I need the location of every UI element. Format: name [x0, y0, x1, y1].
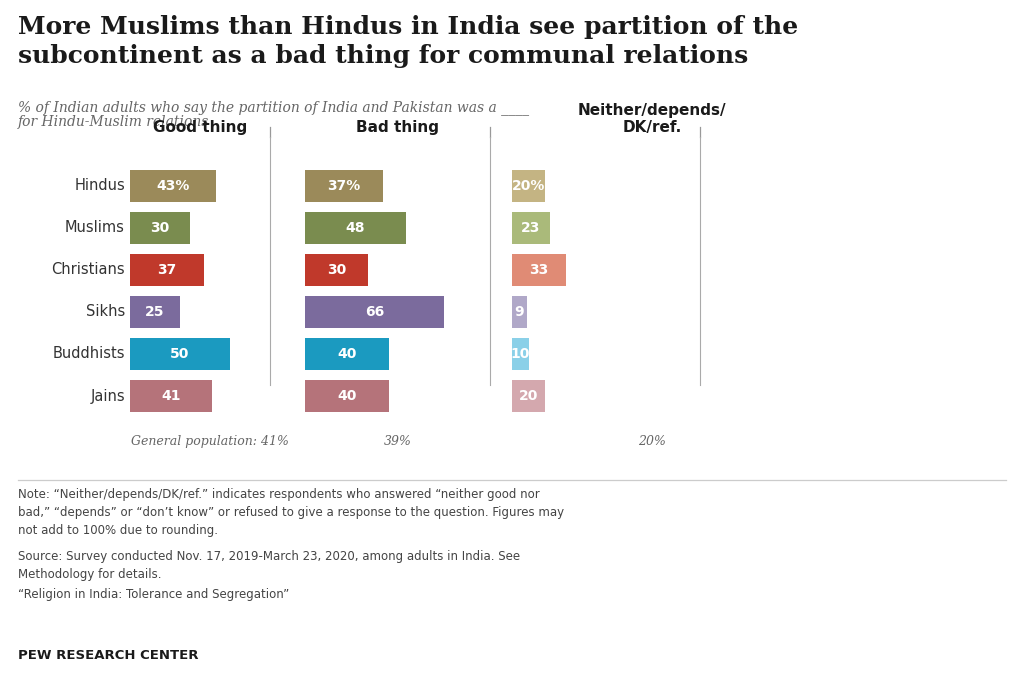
Text: 43%: 43%	[157, 179, 189, 193]
Text: 30: 30	[327, 263, 346, 277]
Text: Source: Survey conducted Nov. 17, 2019-March 23, 2020, among adults in India. Se: Source: Survey conducted Nov. 17, 2019-M…	[18, 550, 520, 581]
Bar	[130, 212, 190, 244]
Text: Sikhs: Sikhs	[86, 305, 125, 320]
Text: Good thing: Good thing	[153, 120, 247, 135]
Text: 30: 30	[151, 221, 170, 235]
Bar	[512, 296, 527, 328]
Bar	[305, 296, 443, 328]
Text: 40: 40	[337, 389, 356, 403]
Text: 20%: 20%	[638, 435, 666, 448]
Bar	[305, 254, 368, 286]
Text: 20: 20	[519, 389, 539, 403]
Text: % of Indian adults who say the partition of India and Pakistan was a ____: % of Indian adults who say the partition…	[18, 100, 529, 115]
Text: 48: 48	[346, 221, 366, 235]
Text: Christians: Christians	[51, 262, 125, 277]
Bar	[512, 170, 545, 202]
Text: 10: 10	[511, 347, 530, 361]
Bar	[130, 380, 212, 412]
Text: 33: 33	[529, 263, 549, 277]
Text: 66: 66	[365, 305, 384, 319]
Text: General population: 41%: General population: 41%	[131, 435, 289, 448]
Text: 23: 23	[521, 221, 541, 235]
Text: 20%: 20%	[512, 179, 545, 193]
Text: Neither/depends/
DK/ref.: Neither/depends/ DK/ref.	[578, 103, 726, 135]
Bar	[512, 254, 566, 286]
Bar	[130, 338, 230, 370]
Bar	[512, 380, 545, 412]
Bar	[130, 296, 180, 328]
Text: Bad thing: Bad thing	[356, 120, 439, 135]
Text: 40: 40	[337, 347, 356, 361]
Text: 41: 41	[161, 389, 181, 403]
Bar	[512, 338, 528, 370]
Text: Note: “Neither/depends/DK/ref.” indicates respondents who answered “neither good: Note: “Neither/depends/DK/ref.” indicate…	[18, 488, 564, 537]
Text: More Muslims than Hindus in India see partition of the
subcontinent as a bad thi: More Muslims than Hindus in India see pa…	[18, 15, 799, 68]
Bar	[305, 338, 389, 370]
Text: PEW RESEARCH CENTER: PEW RESEARCH CENTER	[18, 649, 199, 662]
Bar	[512, 212, 550, 244]
Text: 39%: 39%	[384, 435, 412, 448]
Text: Hindus: Hindus	[75, 178, 125, 194]
Text: Jains: Jains	[90, 388, 125, 403]
Bar	[305, 170, 383, 202]
Text: 37%: 37%	[328, 179, 360, 193]
Text: Muslims: Muslims	[66, 220, 125, 235]
Bar	[130, 254, 204, 286]
Text: “Religion in India: Tolerance and Segregation”: “Religion in India: Tolerance and Segreg…	[18, 588, 289, 601]
Text: for Hindu-Muslim relations: for Hindu-Muslim relations	[18, 115, 209, 129]
Bar	[130, 170, 216, 202]
Bar	[305, 380, 389, 412]
Text: 50: 50	[170, 347, 189, 361]
Text: 9: 9	[515, 305, 524, 319]
Bar	[305, 212, 406, 244]
Text: 37: 37	[158, 263, 176, 277]
Text: 25: 25	[145, 305, 165, 319]
Text: Buddhists: Buddhists	[52, 347, 125, 362]
